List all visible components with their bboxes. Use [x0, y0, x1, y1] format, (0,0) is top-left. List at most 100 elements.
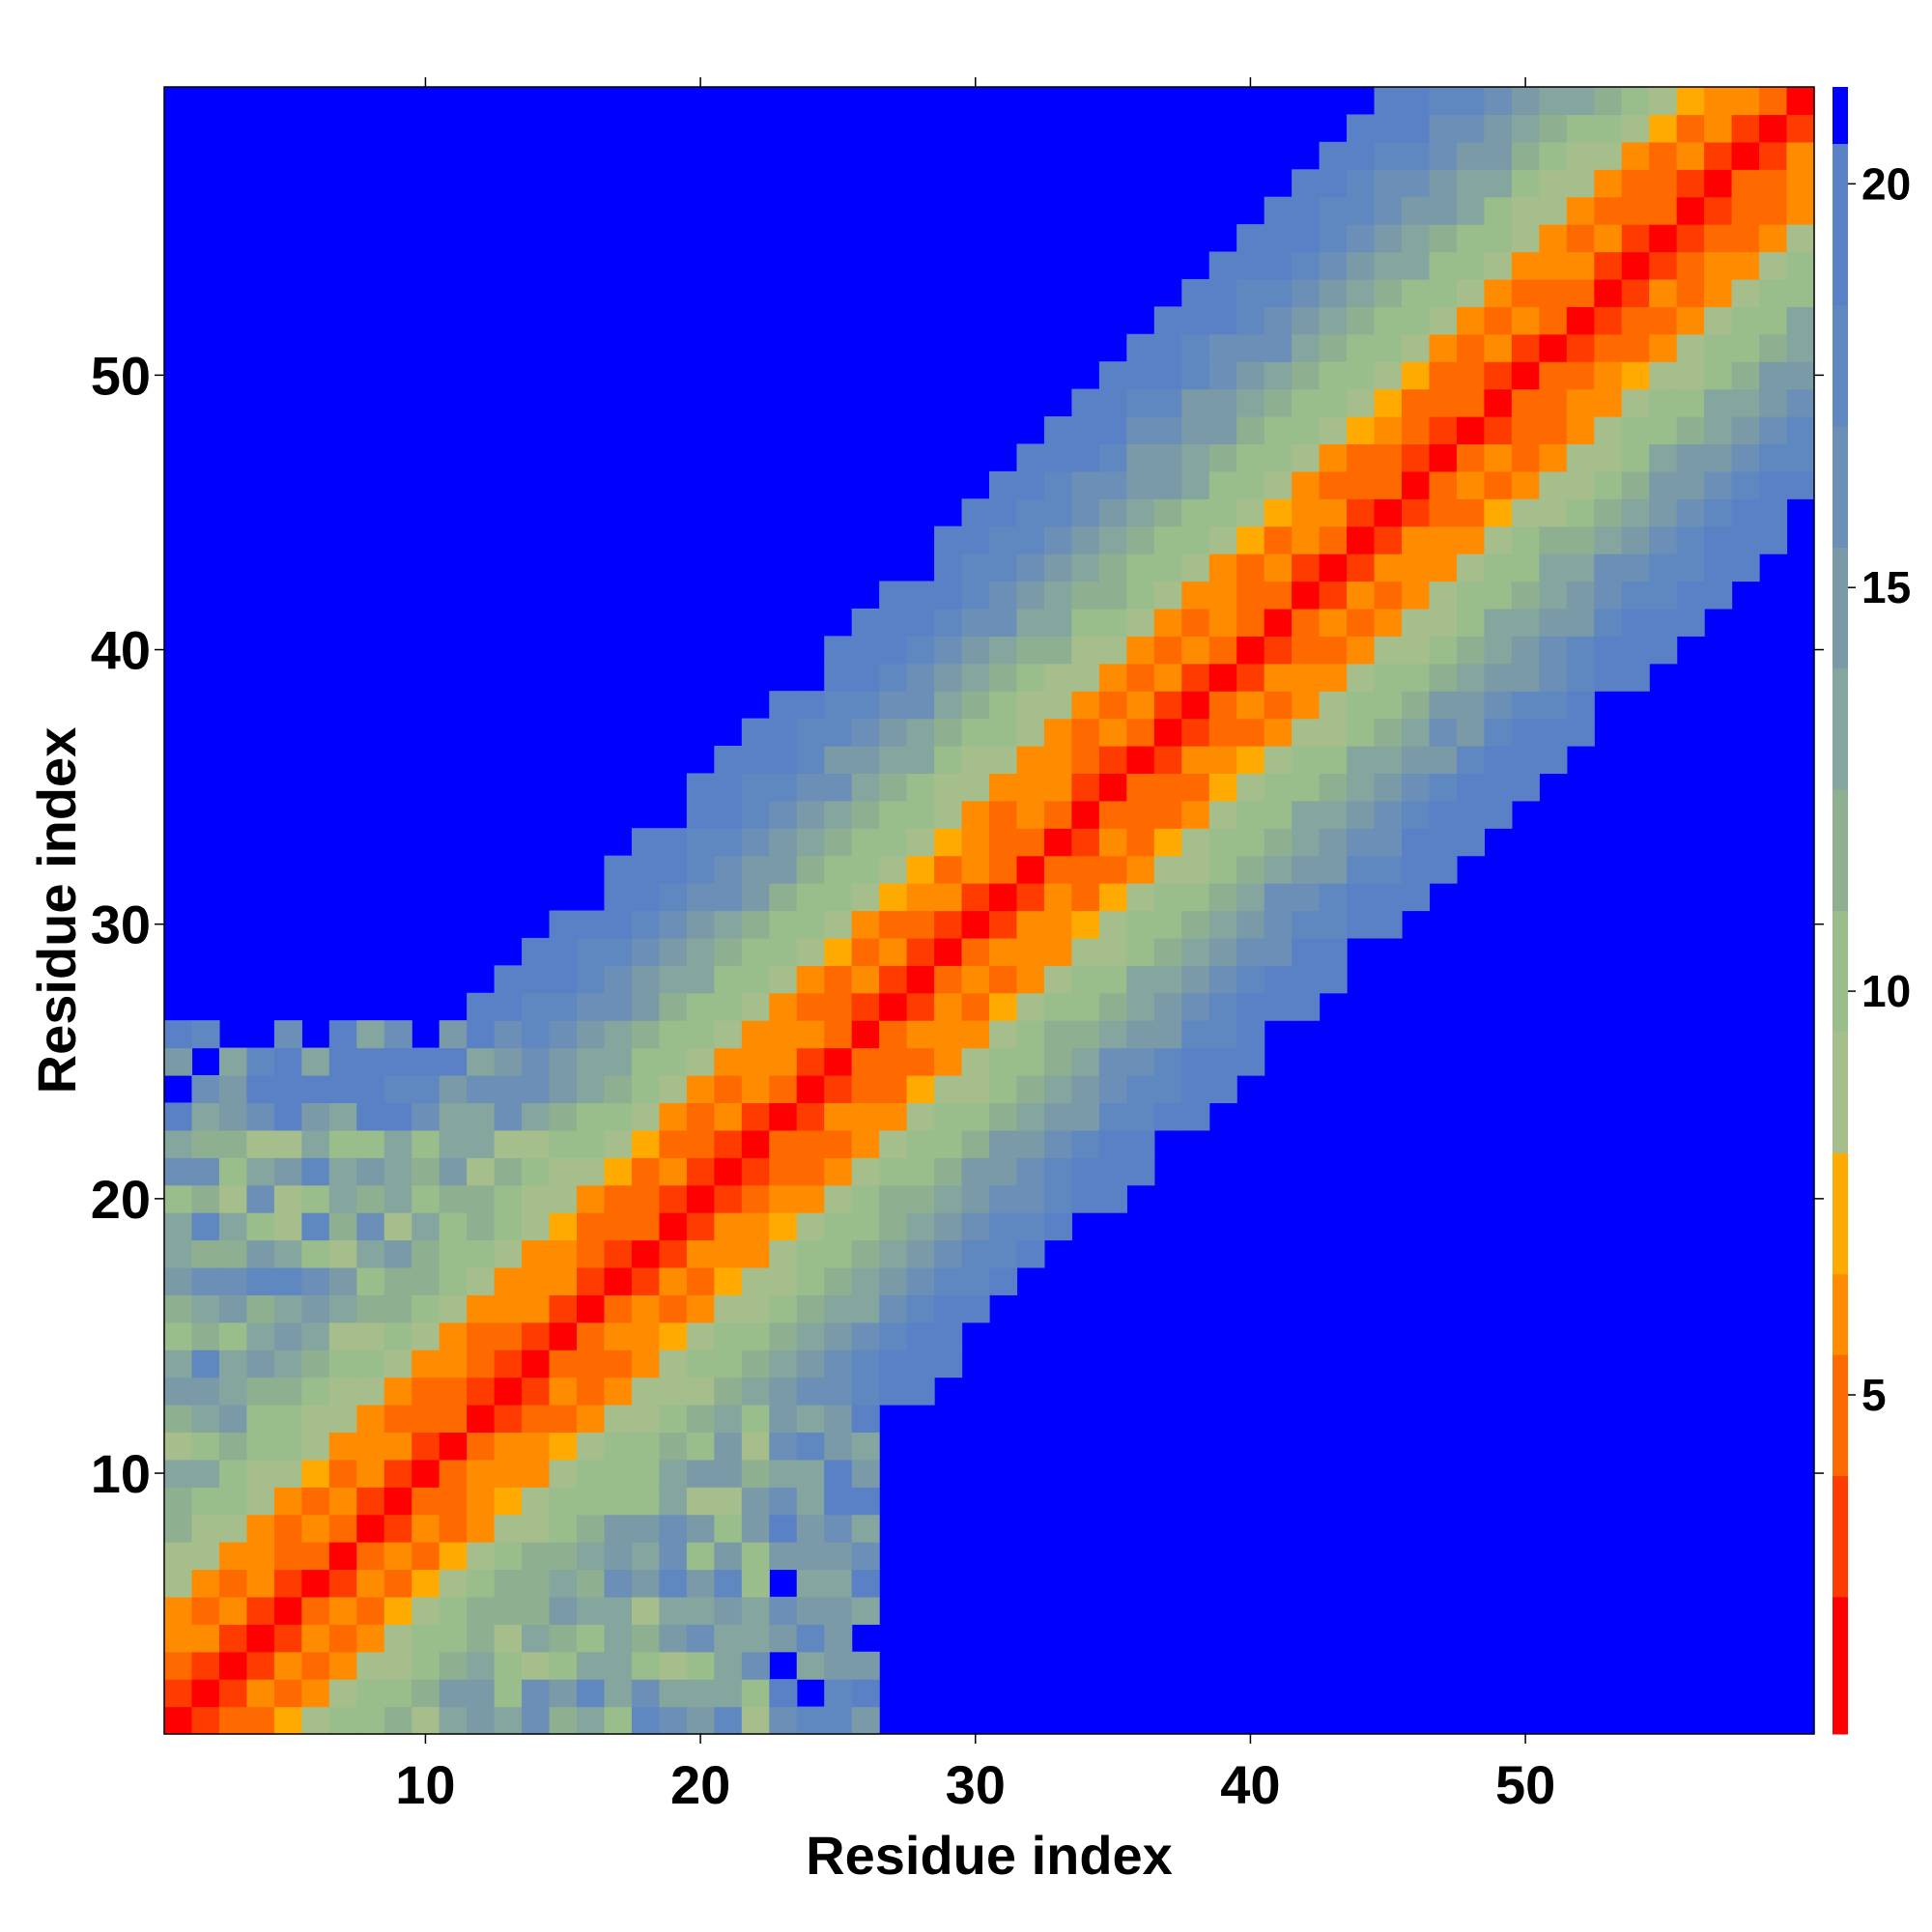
heatmap-cell — [1126, 718, 1155, 747]
heatmap-cell — [218, 1679, 247, 1708]
heatmap-cell — [1153, 333, 1182, 362]
heatmap-cell — [1347, 746, 1376, 775]
heatmap-cell — [796, 1321, 825, 1350]
heatmap-cell — [356, 1184, 385, 1213]
heatmap-cell — [1594, 361, 1623, 390]
heatmap-cell — [494, 1542, 523, 1571]
heatmap-cell — [906, 663, 935, 692]
heatmap-cell — [686, 992, 715, 1021]
heatmap-cell — [906, 910, 935, 939]
heatmap-cell — [631, 1184, 660, 1213]
heatmap-cell — [934, 1321, 963, 1350]
heatmap-cell — [494, 965, 523, 994]
heatmap-cell — [328, 1405, 357, 1434]
heatmap-cell — [989, 1212, 1018, 1241]
heatmap-cell — [1071, 663, 1100, 692]
heatmap-cell — [686, 1047, 715, 1076]
heatmap-cell — [1236, 498, 1265, 527]
heatmap-cell — [741, 718, 770, 747]
heatmap-cell — [1539, 278, 1568, 307]
heatmap-cell — [191, 1679, 220, 1708]
heatmap-cell — [577, 1294, 606, 1323]
heatmap-cell — [1292, 800, 1321, 829]
heatmap-cell — [273, 1020, 302, 1049]
heatmap-cell — [328, 1020, 357, 1049]
heatmap-cell — [631, 1706, 660, 1735]
heatmap-cell — [769, 1405, 798, 1434]
heatmap-cell — [1181, 526, 1210, 554]
heatmap-cell — [1484, 800, 1513, 829]
heatmap-cell — [1594, 196, 1623, 225]
heatmap-cell — [384, 1377, 412, 1406]
heatmap-cell — [1292, 608, 1321, 637]
heatmap-cell — [191, 1487, 220, 1516]
heatmap-cell — [356, 1405, 385, 1434]
heatmap-cell — [1759, 443, 1788, 472]
heatmap-cell — [273, 1157, 302, 1186]
heatmap-cell — [439, 1459, 468, 1488]
heatmap-cell — [1456, 581, 1485, 610]
heatmap-cell — [1208, 855, 1237, 884]
heatmap-cell — [906, 691, 935, 720]
heatmap-cell — [1539, 361, 1568, 390]
heatmap-cell — [1016, 581, 1045, 610]
heatmap-cell — [1676, 196, 1705, 225]
heatmap-cell — [1429, 608, 1458, 637]
heatmap-cell — [1539, 169, 1568, 198]
colorbar-segment — [1833, 547, 1848, 669]
heatmap-cell — [1374, 828, 1403, 857]
heatmap-cell — [824, 746, 853, 775]
heatmap-cell — [1208, 910, 1237, 939]
heatmap-cell — [439, 1129, 468, 1158]
heatmap-cell — [1236, 581, 1265, 610]
heatmap-cell — [1429, 251, 1458, 280]
heatmap-cell — [824, 1624, 853, 1653]
heatmap-cell — [384, 1239, 412, 1268]
heatmap-cell — [906, 1184, 935, 1213]
heatmap-cell — [328, 1129, 357, 1158]
heatmap-cell — [1456, 224, 1485, 253]
heatmap-cell — [1208, 800, 1237, 829]
heatmap-cell — [412, 1542, 440, 1571]
heatmap-cell — [1208, 773, 1237, 802]
heatmap-cell — [824, 1350, 853, 1378]
heatmap-cell — [1347, 470, 1376, 499]
heatmap-cell — [1676, 141, 1705, 170]
heatmap-cell — [1539, 554, 1568, 582]
heatmap-cell — [879, 1239, 908, 1268]
heatmap-cell — [467, 992, 496, 1021]
heatmap-cell — [1098, 361, 1127, 390]
heatmap-cell — [1236, 361, 1265, 390]
heatmap-cell — [1402, 608, 1431, 637]
heatmap-cell — [1264, 636, 1293, 665]
heatmap-cell — [1429, 333, 1458, 362]
heatmap-cell — [191, 1157, 220, 1186]
heatmap-cell — [1759, 470, 1788, 499]
heatmap-cell — [1484, 608, 1513, 637]
heatmap-cell — [1236, 278, 1265, 307]
heatmap-cell — [961, 1266, 990, 1295]
heatmap-cell — [631, 1487, 660, 1516]
heatmap-cell — [1208, 554, 1237, 582]
heatmap-cell — [1347, 443, 1376, 472]
heatmap-cell — [1621, 169, 1650, 198]
heatmap-cell — [246, 1102, 275, 1131]
heatmap-cell — [1208, 443, 1237, 472]
heatmap-cell — [1429, 526, 1458, 554]
heatmap-cell — [1043, 855, 1072, 884]
heatmap-cell — [1539, 663, 1568, 692]
colorbar-segment — [1833, 87, 1848, 145]
heatmap-cell — [989, 746, 1018, 775]
heatmap-cell — [439, 1321, 468, 1350]
heatmap-cell — [1098, 992, 1127, 1021]
heatmap-cell — [1429, 554, 1458, 582]
heatmap-cell — [1731, 278, 1760, 307]
heatmap-cell — [741, 800, 770, 829]
heatmap-cell — [328, 1294, 357, 1323]
heatmap-cell — [824, 1514, 853, 1543]
heatmap-cell — [1676, 443, 1705, 472]
heatmap-cell — [879, 1075, 908, 1104]
heatmap-cell — [631, 1075, 660, 1104]
heatmap-cell — [961, 910, 990, 939]
heatmap-cell — [412, 1294, 440, 1323]
